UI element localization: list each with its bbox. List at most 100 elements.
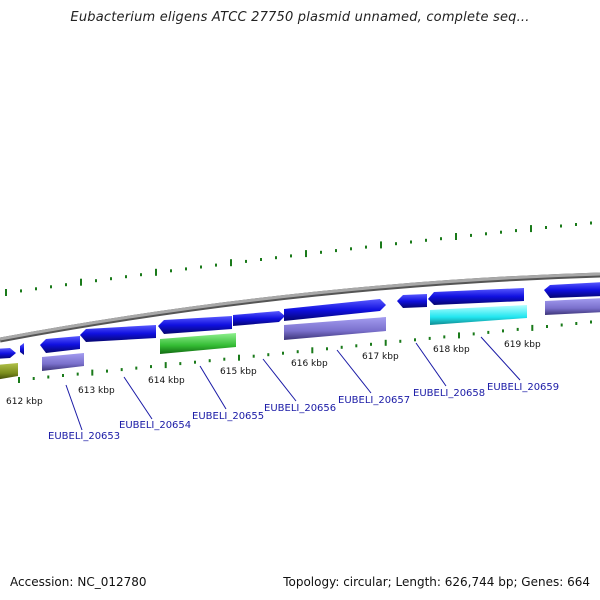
outer-tick — [380, 241, 382, 249]
outer-tick — [125, 275, 127, 279]
outer-tick — [485, 232, 487, 236]
scale-label-612: 612 kbp — [6, 397, 43, 407]
outer-tick — [245, 259, 247, 263]
leader-line-20653 — [65, 384, 83, 431]
outer-tick — [410, 240, 412, 244]
gene-reverse-purple-2[interactable] — [284, 317, 386, 340]
leader-line-20654 — [123, 376, 153, 420]
scale-tick — [414, 338, 416, 342]
gene-reverse-olive[interactable] — [0, 363, 18, 380]
outer-ticks — [5, 221, 592, 296]
gene-forward-small[interactable] — [20, 343, 24, 355]
scale-tick — [252, 354, 255, 358]
gene-label-20654[interactable]: EUBELI_20654 — [119, 420, 191, 431]
gene-forward-20655[interactable] — [158, 316, 232, 334]
gene-label-20658[interactable]: EUBELI_20658 — [413, 388, 485, 399]
outer-tick — [335, 249, 337, 253]
gene-forward-20659[interactable] — [544, 282, 600, 298]
gene-forward-20653[interactable] — [40, 336, 80, 353]
scale-tick — [458, 332, 460, 339]
outer-tick — [170, 269, 172, 273]
gene-label-20657[interactable]: EUBELI_20657 — [338, 395, 410, 406]
scale-tick — [560, 323, 563, 327]
scale-tick — [384, 339, 387, 346]
scale-tick — [355, 344, 358, 348]
scale-label-619: 619 kbp — [504, 340, 541, 350]
scale-tick — [267, 353, 270, 357]
scale-tick — [91, 369, 94, 376]
gene-label-20653[interactable]: EUBELI_20653 — [48, 431, 120, 442]
leader-line-20657 — [336, 349, 372, 394]
gene-reverse-green[interactable] — [160, 333, 236, 354]
gene-reverse-purple-1[interactable] — [42, 353, 84, 371]
scale-tick — [194, 360, 196, 364]
leader-line-20656 — [262, 358, 297, 402]
outer-tick — [230, 259, 232, 267]
outer-tick — [455, 233, 457, 240]
topology-value: circular — [343, 575, 388, 589]
scale-label-615: 615 kbp — [220, 367, 257, 377]
scale-tick — [546, 325, 548, 328]
scale-tick — [531, 324, 534, 331]
scale-tick — [179, 362, 182, 366]
accession-label: Accession: — [10, 575, 74, 589]
gene-forward-20657[interactable] — [397, 294, 427, 308]
scale-tick — [106, 369, 108, 373]
scale-tick — [62, 374, 64, 377]
scale-tick — [487, 330, 490, 334]
gene-forward-partial[interactable] — [0, 348, 16, 359]
scale-ticks — [18, 320, 592, 383]
outer-tick — [515, 229, 517, 233]
outer-tick — [275, 256, 277, 260]
scale-tick — [296, 350, 299, 354]
scale-tick — [428, 336, 431, 340]
scale-tick — [18, 377, 20, 383]
gene-label-20659[interactable]: EUBELI_20659 — [487, 382, 559, 393]
outer-tick — [305, 250, 307, 258]
backbone-arc — [0, 272, 600, 341]
scale-tick — [399, 339, 402, 343]
gene-label-20656[interactable]: EUBELI_20656 — [264, 403, 336, 414]
outer-tick — [530, 225, 532, 233]
scale-tick — [443, 335, 446, 339]
outer-tick — [365, 245, 367, 249]
scale-tick — [32, 377, 35, 380]
outer-tick — [50, 285, 52, 289]
scale-tick — [311, 347, 314, 354]
accession-info: Accession: NC_012780 — [10, 575, 147, 589]
scale-tick — [150, 365, 152, 369]
outer-tick — [575, 223, 577, 226]
gene-label-20655[interactable]: EUBELI_20655 — [192, 411, 264, 422]
outer-tick — [290, 254, 292, 258]
gene-forward-20656a[interactable] — [233, 311, 285, 326]
outer-tick — [425, 238, 427, 242]
scale-tick — [472, 332, 475, 336]
scale-tick — [370, 342, 372, 346]
scale-tick — [238, 354, 240, 361]
accession-value: NC_012780 — [77, 575, 147, 589]
scale-tick — [223, 357, 226, 361]
outer-tick — [185, 267, 187, 271]
scale-tick — [164, 362, 167, 369]
gene-reverse-cyan[interactable] — [430, 305, 527, 325]
outer-tick — [350, 247, 352, 251]
gene-forward-20654[interactable] — [80, 325, 156, 342]
gene-reverse-purple-3[interactable] — [545, 298, 600, 315]
sequence-summary: Topology: circular; Length: 626,744 bp; … — [283, 575, 590, 589]
scale-label-617: 617 kbp — [362, 352, 399, 362]
scale-tick — [326, 347, 328, 351]
length-value: 626,744 bp — [444, 575, 514, 589]
outer-tick — [215, 263, 217, 267]
outer-tick — [470, 233, 472, 237]
gene-forward-20658[interactable] — [428, 288, 524, 305]
scale-tick — [282, 351, 284, 355]
scale-label-614: 614 kbp — [148, 376, 185, 386]
outer-tick — [545, 226, 547, 229]
gene-forward-20656[interactable] — [284, 299, 386, 321]
outer-tick — [80, 278, 82, 286]
outer-tick — [95, 279, 97, 283]
leader-line-20659 — [480, 336, 521, 381]
outer-tick — [500, 230, 502, 234]
scale-tick — [575, 322, 578, 325]
